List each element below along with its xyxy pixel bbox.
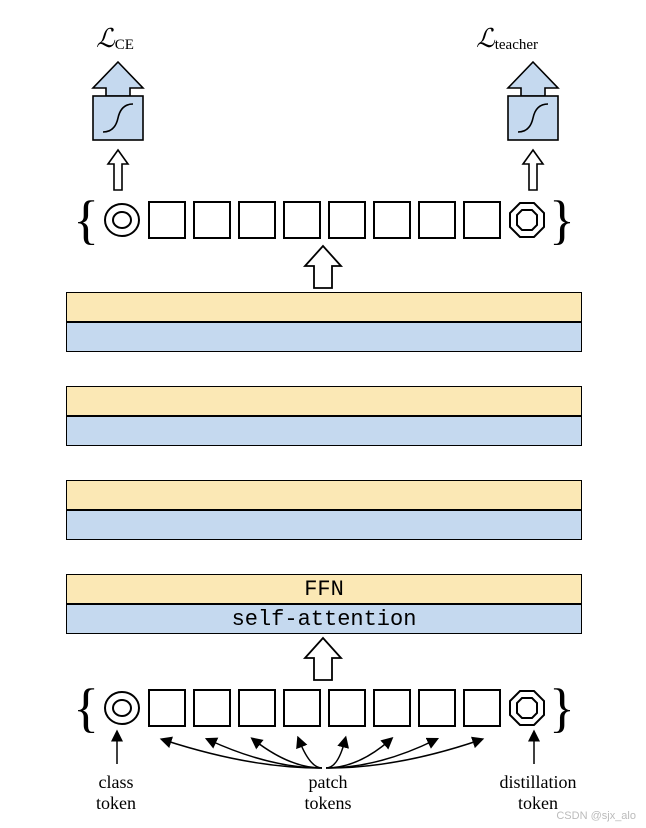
patch-token-bottom [238, 689, 276, 727]
patch-token-bottom [463, 689, 501, 727]
attn-layer [66, 416, 582, 446]
patch-token-bottom [148, 689, 186, 727]
patch-token-top [193, 201, 231, 239]
big-up-arrow-top [305, 246, 341, 290]
big-up-arrow-bottom [305, 638, 341, 682]
patch-token-bottom [193, 689, 231, 727]
patch-token-top [463, 201, 501, 239]
diagram-canvas: ℒCE ℒteacher { [0, 0, 646, 828]
loss-label-ce: ℒCE [96, 24, 134, 54]
ffn-layer [66, 480, 582, 510]
patch-token-bottom [373, 689, 411, 727]
brace-close-top: } [549, 198, 575, 242]
watermark: CSDN @sjx_alo [556, 810, 636, 822]
label-patch-tokens: patchtokens [293, 772, 363, 813]
brace-close-bottom: } [549, 686, 575, 730]
brace-open-top: { [73, 198, 99, 242]
patch-token-bottom [328, 689, 366, 727]
loss-label-teacher: ℒteacher [476, 24, 538, 54]
attn-layer [66, 322, 582, 352]
patch-token-top [238, 201, 276, 239]
patch-token-top [148, 201, 186, 239]
patch-token-top [328, 201, 366, 239]
patch-token-top [373, 201, 411, 239]
label-class-token: classtoken [86, 772, 146, 813]
bottom-arrows [0, 728, 646, 778]
distill-token-top [508, 201, 546, 239]
small-arrow-right [523, 150, 543, 192]
brace-open-bottom: { [73, 686, 99, 730]
class-token-bottom [103, 689, 141, 727]
class-token-top [103, 201, 141, 239]
ffn-layer [66, 386, 582, 416]
token-row-bottom: { } [66, 686, 582, 730]
attn-layer-labeled: self-attention [66, 604, 582, 634]
patch-token-bottom [418, 689, 456, 727]
patch-token-bottom [283, 689, 321, 727]
ffn-layer-labeled: FFN [66, 574, 582, 604]
patch-token-top [283, 201, 321, 239]
distill-token-bottom [508, 689, 546, 727]
loss-head-right [508, 62, 558, 140]
ffn-layer [66, 292, 582, 322]
token-row-top: { } [66, 198, 582, 242]
small-arrow-left [108, 150, 128, 192]
patch-token-top [418, 201, 456, 239]
attn-label: self-attention [232, 607, 417, 632]
loss-head-left [93, 62, 143, 140]
ffn-label: FFN [304, 577, 344, 602]
attn-layer [66, 510, 582, 540]
label-distill-token: distillationtoken [490, 772, 586, 813]
